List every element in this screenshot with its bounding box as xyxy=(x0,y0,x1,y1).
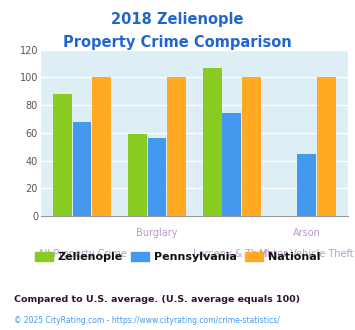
Bar xyxy=(203,68,222,216)
Text: Larceny & Theft: Larceny & Theft xyxy=(193,249,271,259)
Bar xyxy=(167,77,186,216)
Text: Motor Vehicle Theft: Motor Vehicle Theft xyxy=(260,249,354,259)
Text: © 2025 CityRating.com - https://www.cityrating.com/crime-statistics/: © 2025 CityRating.com - https://www.city… xyxy=(14,316,280,325)
Text: All Property Crime: All Property Crime xyxy=(38,249,126,259)
Text: 2018 Zelienople: 2018 Zelienople xyxy=(111,12,244,26)
Bar xyxy=(317,77,335,216)
Bar xyxy=(297,154,316,216)
Text: Property Crime Comparison: Property Crime Comparison xyxy=(63,35,292,50)
Bar xyxy=(128,134,147,216)
Text: Burglary: Burglary xyxy=(136,228,178,238)
Bar xyxy=(242,77,261,216)
Text: Compared to U.S. average. (U.S. average equals 100): Compared to U.S. average. (U.S. average … xyxy=(14,295,300,304)
Bar xyxy=(73,122,91,216)
Text: Arson: Arson xyxy=(293,228,321,238)
Legend: Zelienople, Pennsylvania, National: Zelienople, Pennsylvania, National xyxy=(31,248,324,267)
Bar xyxy=(223,114,241,216)
Bar xyxy=(92,77,111,216)
Bar xyxy=(148,138,166,216)
Bar xyxy=(53,94,72,216)
